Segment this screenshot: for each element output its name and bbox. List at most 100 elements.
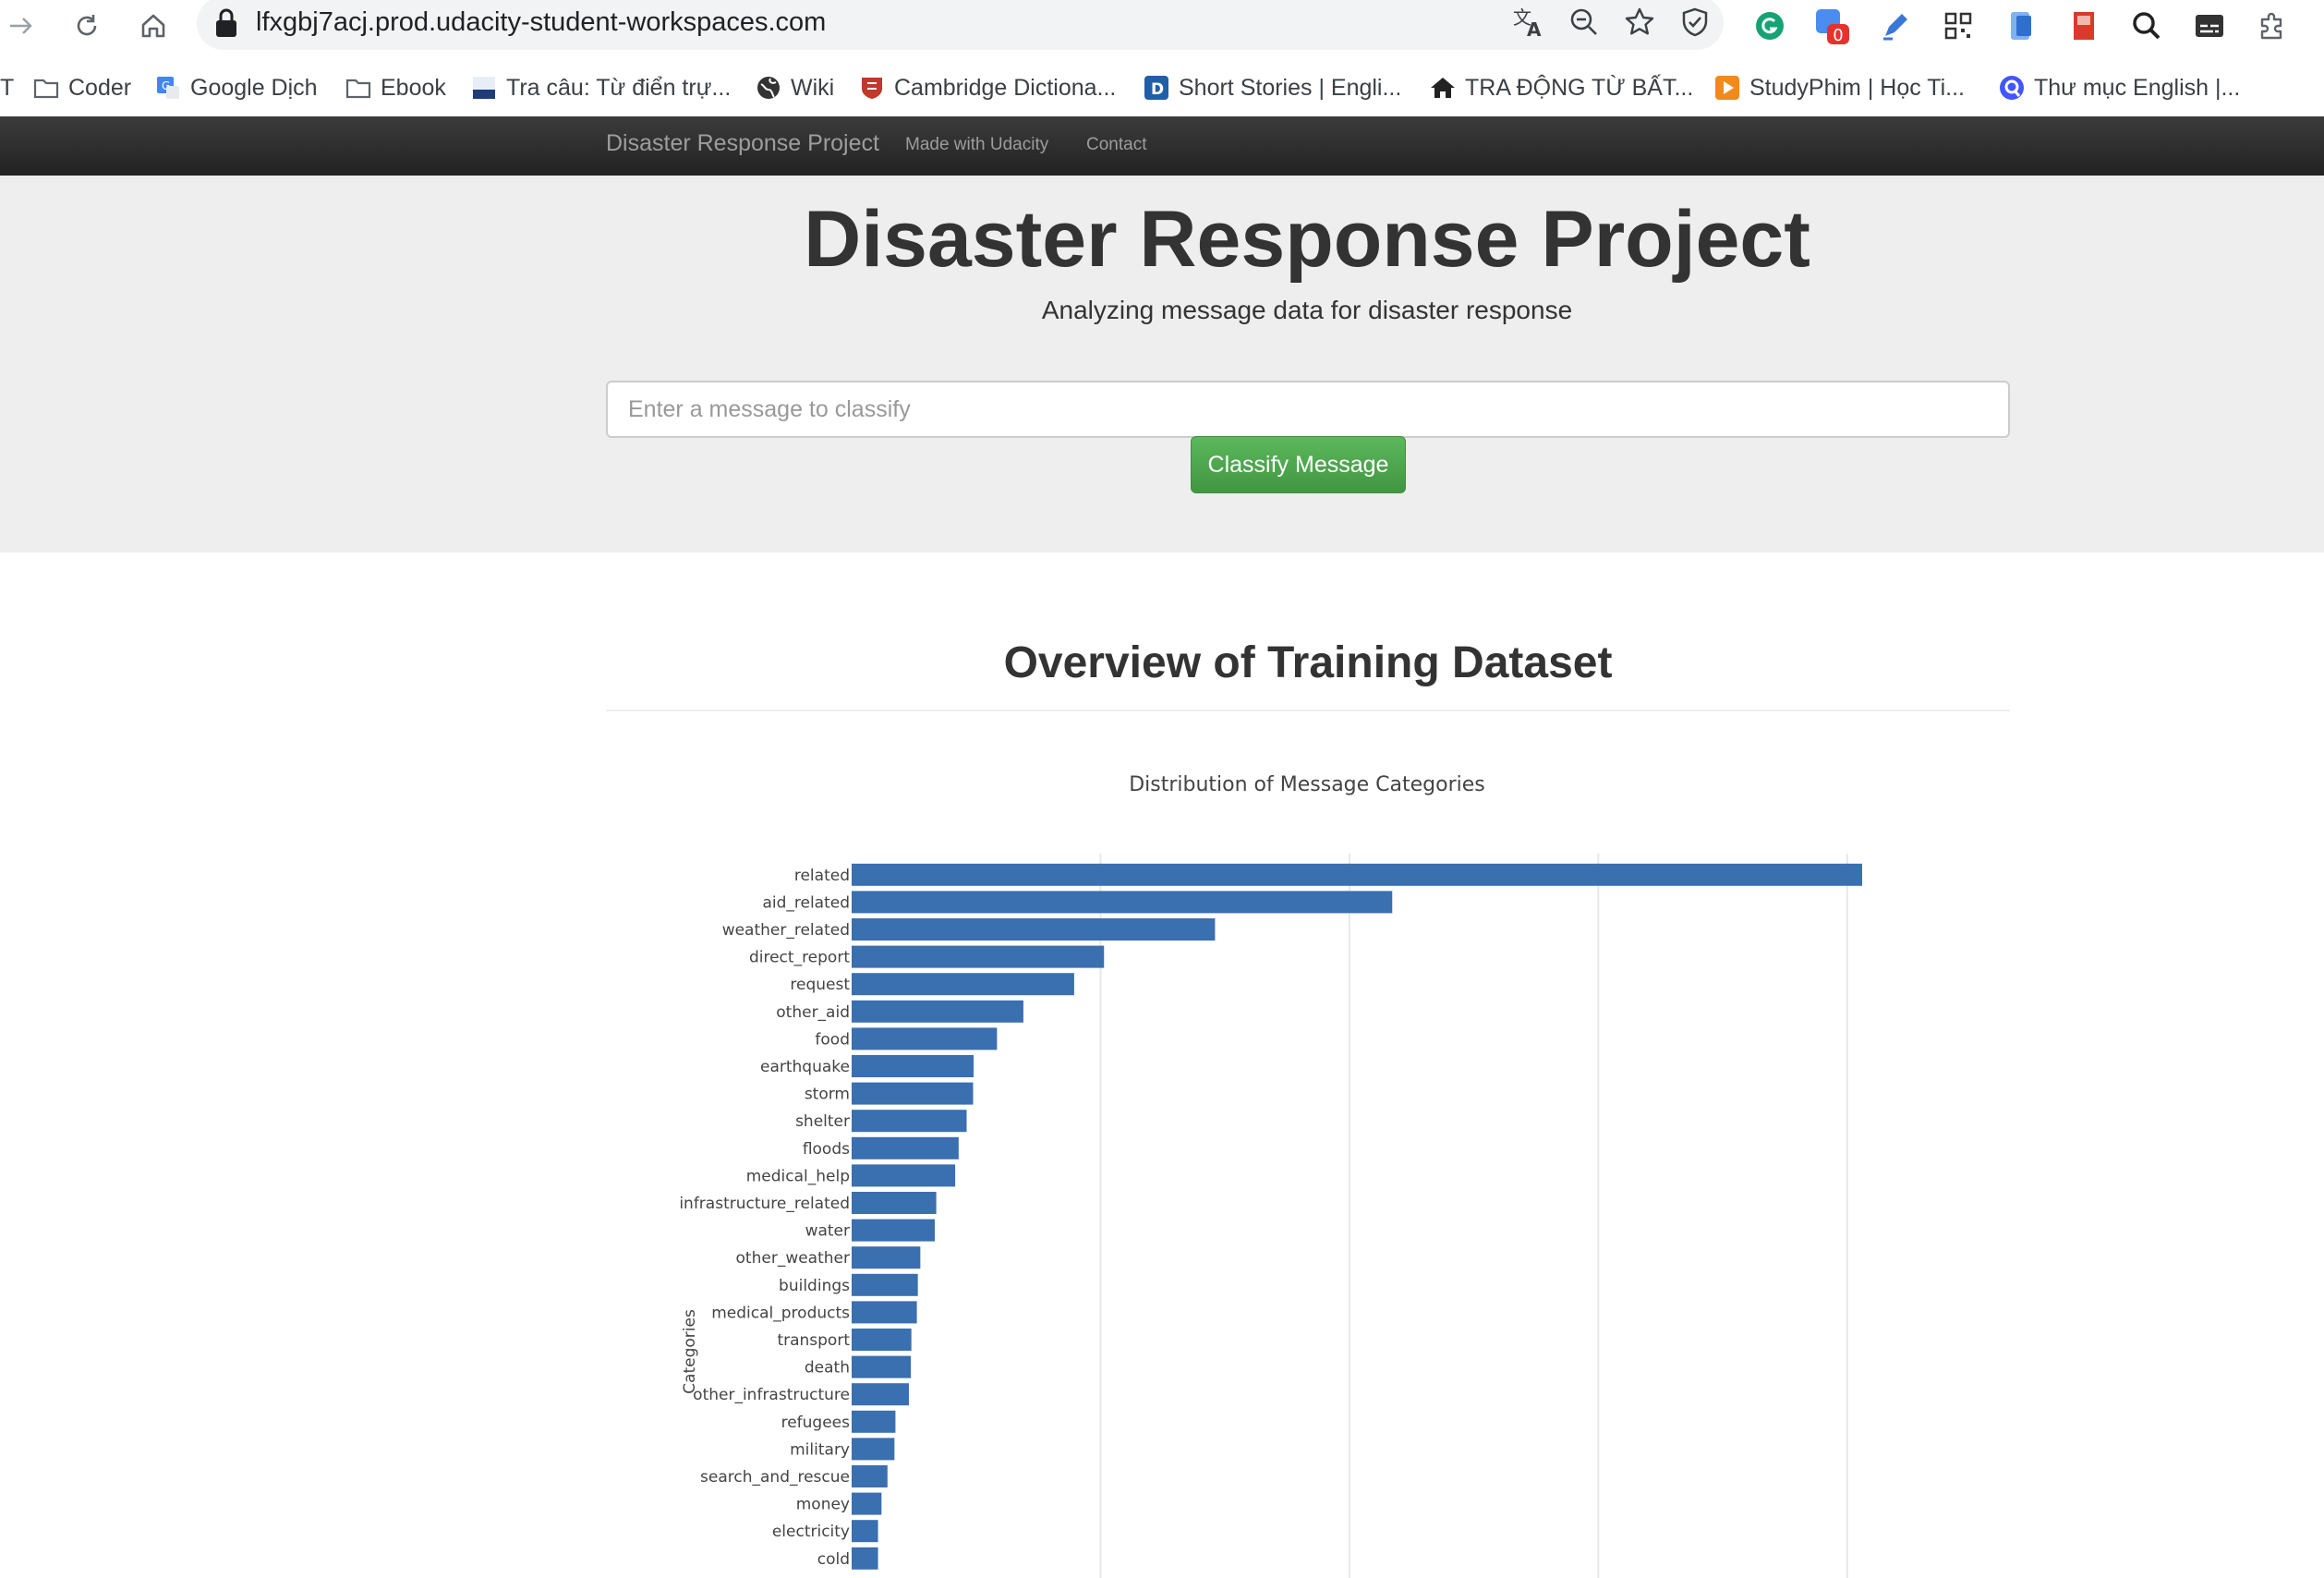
svg-text:A: A [1527,18,1542,39]
browser-toolbar: lfxgbj7acj.prod.udacity-student-workspac… [0,0,2324,52]
tick-label-related: related [794,867,850,885]
bar-shelter[interactable] [852,1110,967,1133]
bar-transport[interactable] [852,1329,912,1351]
tick-label-request: request [790,976,850,994]
bar-death[interactable] [852,1355,912,1378]
tick-label-water: water [805,1222,850,1241]
folder-icon [345,79,371,99]
bar-cold[interactable] [852,1547,878,1570]
bar-related[interactable] [852,863,1862,886]
bar-search-and-rescue[interactable] [852,1465,888,1487]
reload-icon[interactable] [67,6,107,46]
bar-storm[interactable] [852,1082,974,1105]
bar-weather-related[interactable] [852,918,1216,941]
page-title: Disaster Response Project [804,195,1810,284]
tick-label-transport: transport [777,1331,850,1350]
divider [606,710,2010,711]
bar-other-infrastructure[interactable] [852,1383,909,1406]
back-arrow-icon[interactable] [0,6,41,46]
bookmark-label: Tra câu: Từ điển trự... [506,74,732,101]
extension-badge-icon[interactable]: 0 [1812,6,1853,46]
page-subtitle: Analyzing message data for disaster resp… [1041,296,1573,324]
url-text[interactable]: lfxgbj7acj.prod.udacity-student-workspac… [256,7,827,37]
message-input[interactable] [606,381,2010,438]
zoom-out-icon[interactable] [1566,4,1603,41]
d-logo-icon: D [1144,76,1168,100]
classify-message-button[interactable]: Classify Message [1191,436,1406,493]
qr-code-icon[interactable] [1938,6,1979,46]
bookmark-studyphim[interactable]: StudyPhim | Học Ti... [1714,68,1965,107]
bar-refugees[interactable] [852,1410,896,1433]
bar-medical-help[interactable] [852,1164,956,1187]
google-translate-icon: G [157,77,179,99]
dictionary-icon [473,77,495,99]
bookmark-label: Coder [68,74,132,101]
bar-infrastructure-related[interactable] [852,1192,937,1214]
bookmark-thu-muc-english[interactable]: Thư mục English |... [1999,68,2240,107]
tick-label-shelter: shelter [795,1112,850,1131]
bookmark-tra-dong-tu[interactable]: TRA ĐỘNG TỪ BẤT... [1430,68,1693,107]
address-bar[interactable]: lfxgbj7acj.prod.udacity-student-workspac… [197,0,1724,50]
tick-label-death: death [805,1359,850,1378]
tick-label-storm: storm [805,1086,850,1104]
jumbotron: Disaster Response Project Analyzing mess… [0,176,2324,552]
bar-money[interactable] [852,1492,882,1515]
home-icon[interactable] [133,6,174,46]
bookmark-label: Thư mục English |... [2034,74,2241,101]
tick-label-direct-report: direct_report [749,949,850,967]
bar-request[interactable] [852,973,1074,996]
bookmark-coder[interactable]: Coder [33,68,131,107]
nav-link-made-with-udacity[interactable]: Made with Udacity [905,135,1049,154]
tick-label-other-weather: other_weather [736,1249,850,1268]
shield-icon[interactable] [1676,4,1713,41]
bookmark-cambridge[interactable]: Cambridge Dictiona... [859,68,1116,107]
bookmark-truncated[interactable]: T [0,68,14,107]
bar-floods[interactable] [852,1136,959,1159]
bookmark-label: Wiki [791,74,835,101]
bar-aid-related[interactable] [852,891,1393,914]
tick-label-medical-products: medical_products [711,1304,850,1322]
lock-icon[interactable] [213,7,239,43]
tick-label-refugees: refugees [781,1414,851,1432]
bookmark-wiki[interactable]: Wiki [756,68,834,107]
bar-buildings[interactable] [852,1273,918,1296]
bookmark-label: Google Dịch [190,74,318,101]
bookmark-tra-cau[interactable]: Tra câu: Từ điển trự... [471,68,731,107]
tick-label-aid-related: aid_related [762,893,850,912]
category-distribution-chart: Distribution of Message Categories Categ… [679,773,1862,1578]
star-icon[interactable] [1621,4,1658,41]
bar-water[interactable] [852,1219,935,1242]
search-icon[interactable] [2126,6,2167,46]
book-icon[interactable] [2064,6,2104,46]
bar-other-weather[interactable] [852,1246,921,1269]
site-navbar: Disaster Response Project Made with Udac… [0,116,2324,176]
bookmark-short-stories[interactable]: D Short Stories | Engli... [1144,68,1401,107]
quizlet-icon [2000,76,2024,100]
bar-other-aid[interactable] [852,1000,1023,1023]
navbar-brand[interactable]: Disaster Response Project [606,130,879,156]
device-icon[interactable] [2001,6,2041,46]
bar-military[interactable] [852,1438,895,1461]
folder-icon [33,79,59,99]
bookmark-google-dich[interactable]: G Google Dịch [155,68,318,107]
bar-earthquake[interactable] [852,1055,974,1077]
tick-label-money: money [796,1496,850,1514]
svg-text:文: 文 [1513,6,1531,29]
bar-food[interactable] [852,1027,998,1050]
nav-link-contact[interactable]: Contact [1086,135,1147,154]
bar-electricity[interactable] [852,1520,878,1543]
puzzle-icon[interactable] [2252,6,2293,46]
bar-medical-products[interactable] [852,1301,917,1324]
svg-text:D: D [1151,80,1164,99]
bookmark-ebook[interactable]: Ebook [345,68,446,107]
bar-direct-report[interactable] [852,945,1105,968]
house-icon [1431,78,1455,98]
tick-label-military: military [790,1440,850,1459]
grammarly-icon[interactable] [1749,6,1790,46]
caption-icon[interactable] [2189,6,2230,46]
tick-label-food: food [815,1030,850,1049]
highlighter-icon[interactable] [1875,6,1916,46]
tick-label-buildings: buildings [779,1277,850,1295]
svg-text:G: G [162,79,170,92]
